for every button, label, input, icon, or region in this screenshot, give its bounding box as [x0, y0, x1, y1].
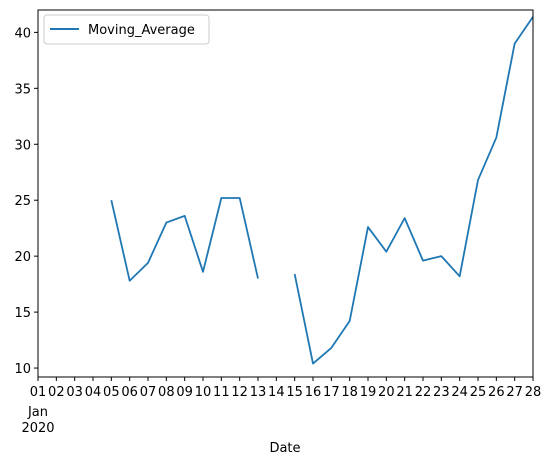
x-tick-label: 05 [103, 385, 120, 400]
x-tick-label: 22 [415, 385, 432, 400]
x-tick-label: 14 [268, 385, 285, 400]
x-axis-ticks: 01 02 03 04 05 06 07 08 09 10 11 12 13 14 15 16 17 18 19 20… [30, 377, 542, 400]
x-tick-label: 03 [66, 385, 83, 400]
x-tick-label: 06 [121, 385, 138, 400]
x-tick-label: 24 [451, 385, 468, 400]
y-tick-label: 20 [14, 250, 31, 265]
y-tick-label: 30 [14, 138, 31, 153]
legend-label: Moving_Average [88, 23, 195, 38]
x-tick-label: 08 [158, 385, 175, 400]
x-axis-month-label: Jan [27, 405, 48, 420]
y-tick-label: 15 [14, 306, 31, 321]
x-axis-year-label: 2020 [21, 421, 54, 436]
legend-box [43, 14, 210, 45]
y-tick-label: 25 [14, 194, 31, 209]
x-axis-title: Date [269, 441, 300, 456]
x-tick-label: 21 [396, 385, 413, 400]
x-tick-label: 25 [470, 385, 487, 400]
x-tick-label: 15 [286, 385, 303, 400]
x-tick-label: 20 [378, 385, 395, 400]
x-tick-label: 19 [360, 385, 377, 400]
x-tick-label: 18 [341, 385, 358, 400]
x-tick-label: 28 [525, 385, 542, 400]
series-line-moving-average [110, 16, 534, 365]
x-tick-label: 27 [506, 385, 523, 400]
x-tick-label: 07 [140, 385, 157, 400]
x-tick-label: 17 [323, 385, 340, 400]
x-tick-label: 23 [433, 385, 450, 400]
x-tick-label: 10 [195, 385, 212, 400]
legend: Moving_Average [43, 14, 210, 45]
y-axis-ticks: 10 15 20 25 30 35 40 [14, 26, 38, 377]
x-tick-label: 01 [30, 385, 47, 400]
y-tick-label: 35 [14, 82, 31, 97]
y-tick-label: 10 [14, 362, 31, 377]
y-tick-label: 40 [14, 26, 31, 41]
x-tick-label: 16 [305, 385, 322, 400]
x-tick-label: 26 [488, 385, 505, 400]
x-tick-label: 11 [213, 385, 230, 400]
plot-frame [37, 9, 534, 378]
x-tick-label: 02 [48, 385, 65, 400]
x-tick-label: 12 [231, 385, 248, 400]
x-tick-label: 13 [250, 385, 267, 400]
x-tick-label: 09 [176, 385, 193, 400]
x-tick-label: 04 [85, 385, 102, 400]
series-lines [110, 16, 534, 365]
